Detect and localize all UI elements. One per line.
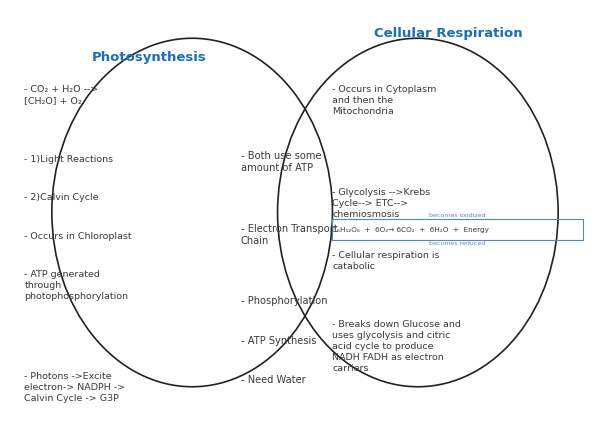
Text: - Electron Transport
Chain: - Electron Transport Chain	[241, 224, 338, 246]
Text: - Cellular respiration is
catabolic: - Cellular respiration is catabolic	[332, 251, 440, 271]
Text: Cellular Respiration: Cellular Respiration	[374, 28, 523, 40]
Text: becomes oxidized: becomes oxidized	[429, 212, 486, 218]
Text: - Phosphorylation: - Phosphorylation	[241, 296, 328, 306]
Text: - Occurs in Cytoplasm
and then the
Mitochondria: - Occurs in Cytoplasm and then the Mitoc…	[332, 85, 437, 116]
Text: - Glycolysis -->Krebs
Cycle--> ETC-->
chemiosmosis: - Glycolysis -->Krebs Cycle--> ETC--> ch…	[332, 188, 431, 219]
Text: - Photons ->Excite
electron-> NADPH ->
Calvin Cycle -> G3P: - Photons ->Excite electron-> NADPH -> C…	[24, 372, 126, 403]
Text: - CO₂ + H₂O -->
[CH₂O] + O₂: - CO₂ + H₂O --> [CH₂O] + O₂	[24, 85, 99, 105]
Text: Photosynthesis: Photosynthesis	[92, 51, 207, 64]
Text: - Breaks down Glucose and
uses glycolysis and citric
acid cycle to produce
NADH : - Breaks down Glucose and uses glycolysi…	[332, 320, 461, 373]
Text: - 1)Light Reactions: - 1)Light Reactions	[24, 155, 113, 164]
Text: - ATP generated
through
photophosphorylation: - ATP generated through photophosphoryla…	[24, 270, 128, 301]
Text: - Both use some
amount of ATP: - Both use some amount of ATP	[241, 151, 321, 173]
Text: C₆H₁₂O₆  +  6O₂→ 6CO₂  +  6H₂O  +  Energy: C₆H₁₂O₆ + 6O₂→ 6CO₂ + 6H₂O + Energy	[332, 227, 489, 233]
Text: becomes reduced: becomes reduced	[429, 241, 486, 246]
Text: - Need Water: - Need Water	[241, 375, 306, 385]
Text: - 2)Calvin Cycle: - 2)Calvin Cycle	[24, 193, 99, 202]
Text: - ATP Synthesis: - ATP Synthesis	[241, 336, 317, 346]
Text: - Occurs in Chloroplast: - Occurs in Chloroplast	[24, 232, 132, 241]
